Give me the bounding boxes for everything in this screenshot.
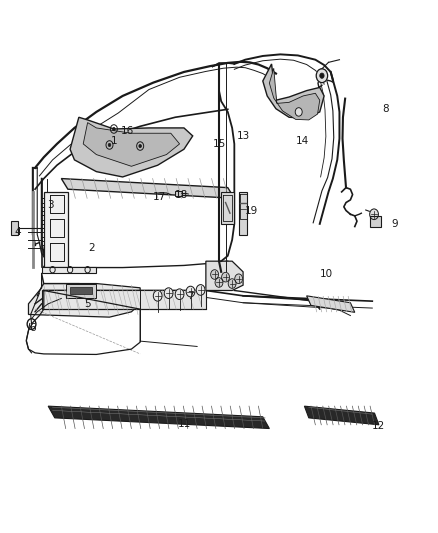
Circle shape <box>139 144 141 148</box>
Text: 6: 6 <box>29 323 36 333</box>
Text: 8: 8 <box>382 104 389 114</box>
Polygon shape <box>70 287 92 294</box>
Circle shape <box>370 209 378 220</box>
Polygon shape <box>175 191 182 196</box>
Polygon shape <box>370 216 381 227</box>
Circle shape <box>228 279 236 288</box>
Circle shape <box>320 73 324 78</box>
Text: 9: 9 <box>391 219 398 229</box>
Text: 11: 11 <box>177 419 191 429</box>
Text: 2: 2 <box>88 243 95 253</box>
Text: 3: 3 <box>47 200 54 210</box>
Polygon shape <box>66 284 96 298</box>
Polygon shape <box>239 192 247 235</box>
Circle shape <box>164 288 173 298</box>
Text: 14: 14 <box>296 136 309 146</box>
Polygon shape <box>304 406 379 425</box>
Circle shape <box>108 143 111 147</box>
Text: 12: 12 <box>372 422 385 431</box>
Text: 10: 10 <box>320 270 333 279</box>
Text: 7: 7 <box>187 291 194 301</box>
Text: 5: 5 <box>84 299 91 309</box>
Polygon shape <box>42 266 96 273</box>
Polygon shape <box>221 192 234 224</box>
Text: 18: 18 <box>175 190 188 199</box>
Polygon shape <box>83 123 180 166</box>
Polygon shape <box>263 64 324 118</box>
Circle shape <box>235 274 243 284</box>
Circle shape <box>153 290 162 301</box>
Polygon shape <box>307 296 355 312</box>
Polygon shape <box>269 68 320 120</box>
Polygon shape <box>44 192 68 266</box>
Circle shape <box>222 272 230 282</box>
Text: 13: 13 <box>237 131 250 141</box>
Circle shape <box>175 289 184 300</box>
Circle shape <box>196 285 205 295</box>
Text: 17: 17 <box>153 192 166 202</box>
Text: 4: 4 <box>14 227 21 237</box>
Circle shape <box>211 270 219 279</box>
Text: 15: 15 <box>212 139 226 149</box>
Text: 1: 1 <box>110 136 117 146</box>
Polygon shape <box>42 290 206 309</box>
Text: 19: 19 <box>245 206 258 215</box>
Polygon shape <box>11 221 18 235</box>
Text: 16: 16 <box>120 126 134 135</box>
Circle shape <box>316 69 328 83</box>
Circle shape <box>295 108 302 116</box>
Polygon shape <box>70 117 193 177</box>
Circle shape <box>215 278 223 287</box>
Polygon shape <box>206 261 243 290</box>
Polygon shape <box>61 179 234 198</box>
Circle shape <box>113 127 115 131</box>
Polygon shape <box>48 406 269 429</box>
Circle shape <box>186 286 195 297</box>
Polygon shape <box>28 273 140 317</box>
